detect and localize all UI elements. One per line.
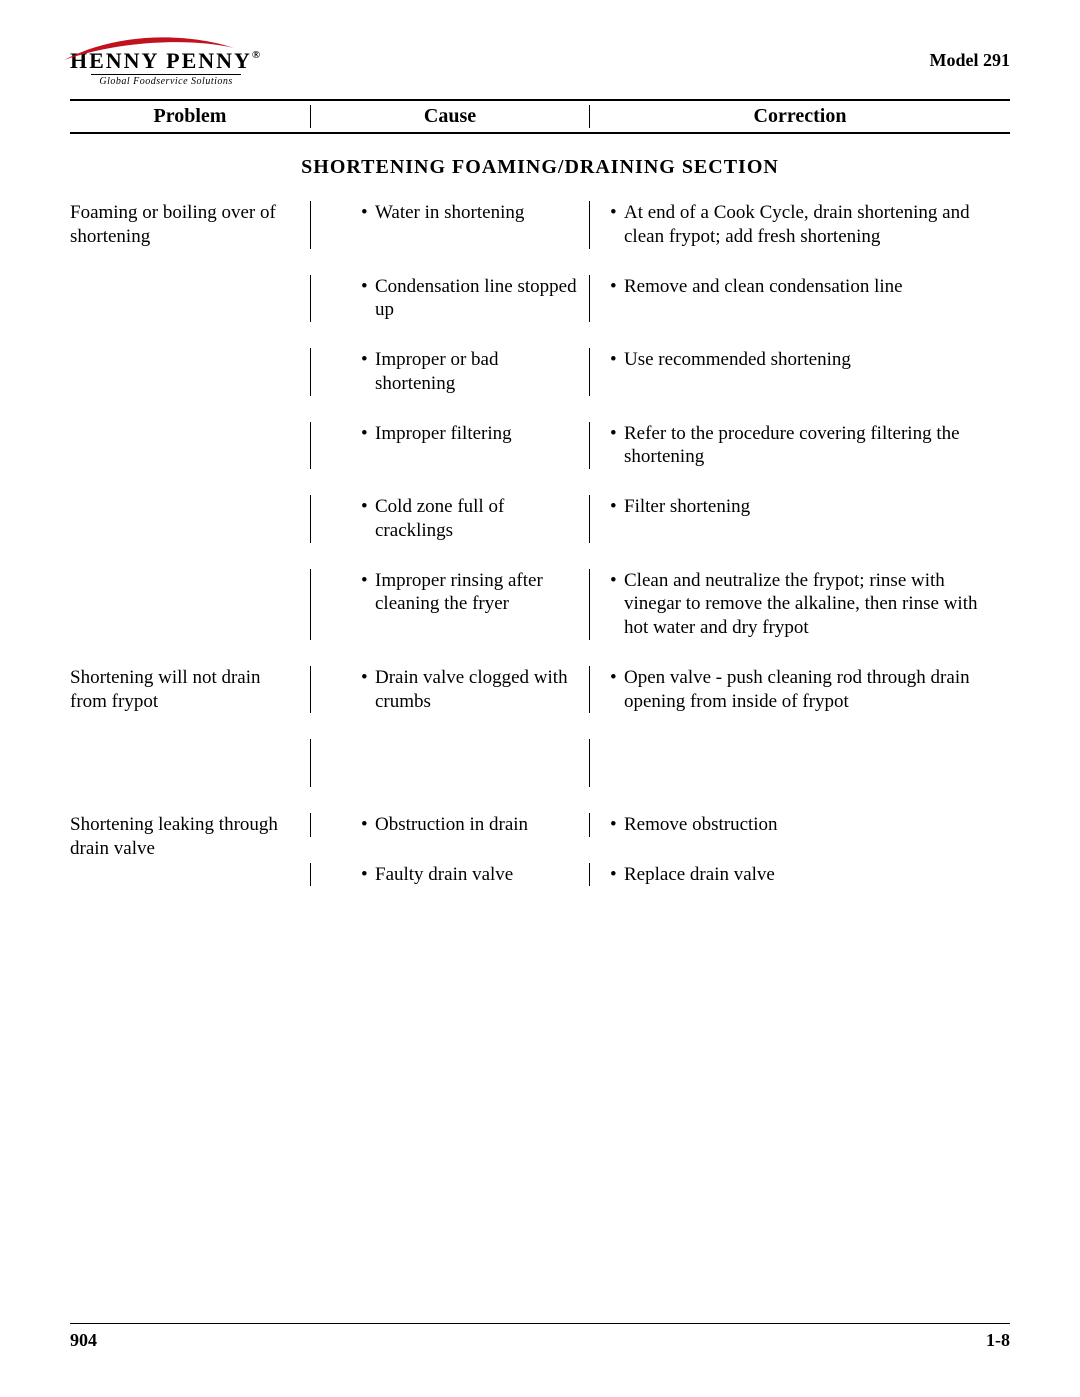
problem-cell: Shortening leaking through drain valve [70, 813, 310, 913]
cause-correction-row: •Water in shortening•At end of a Cook Cy… [310, 201, 1010, 249]
cause-cell: •Faulty drain valve [310, 863, 590, 887]
cause-cell: •Drain valve clogged with crumbs [310, 666, 590, 714]
header-row: HENNY PENNY® Global Foodservice Solution… [70, 40, 1010, 87]
correction-cell: •At end of a Cook Cycle, drain shortenin… [590, 201, 1010, 249]
cause-correction-row: •Improper rinsing after cleaning the fry… [310, 569, 1010, 640]
cause-correction-wrap: •Obstruction in drain•Remove obstruction… [310, 813, 1010, 913]
problem-block: Foaming or boiling over of shortening•Wa… [70, 201, 1010, 666]
section-title: SHORTENING FOAMING/DRAINING SECTION [70, 134, 1010, 201]
correction-cell: •Remove and clean condensation line [590, 275, 1010, 323]
cause-correction-row: •Cold zone full of cracklings•Filter sho… [310, 495, 1010, 543]
problem-cell: Shortening will not drain from frypot [70, 666, 310, 813]
cause-cell: •Improper rinsing after cleaning the fry… [310, 569, 590, 640]
cause-correction-wrap: •Water in shortening•At end of a Cook Cy… [310, 201, 1010, 666]
cause-cell: •Obstruction in drain [310, 813, 590, 837]
correction-cell: •Remove obstruction [590, 813, 1010, 837]
correction-cell: •Refer to the procedure covering filteri… [590, 422, 1010, 470]
cause-cell: •Improper or bad shortening [310, 348, 590, 396]
troubleshoot-table: Foaming or boiling over of shortening•Wa… [70, 201, 1010, 912]
cause-correction-row: •Obstruction in drain•Remove obstruction [310, 813, 1010, 837]
problem-cell: Foaming or boiling over of shortening [70, 201, 310, 666]
brand-name: HENNY PENNY® [70, 40, 262, 72]
correction-cell: •Filter shortening [590, 495, 1010, 543]
cause-cell: •Water in shortening [310, 201, 590, 249]
spacing-row [310, 739, 1010, 787]
cause-cell: •Improper filtering [310, 422, 590, 470]
brand-name-text: HENNY PENNY [70, 48, 252, 73]
column-header-row: Problem Cause Correction [70, 99, 1010, 134]
model-label: Model 291 [930, 40, 1011, 71]
document-page: HENNY PENNY® Global Foodservice Solution… [0, 0, 1080, 1397]
problem-block: Shortening leaking through drain valve•O… [70, 813, 1010, 913]
brand-tagline: Global Foodservice Solutions [91, 74, 241, 87]
correction-cell: •Replace drain valve [590, 863, 1010, 887]
cause-correction-row: •Condensation line stopped up•Remove and… [310, 275, 1010, 323]
col-header-cause: Cause [310, 105, 590, 128]
cause-correction-row: •Faulty drain valve•Replace drain valve [310, 863, 1010, 887]
cause-cell: •Cold zone full of cracklings [310, 495, 590, 543]
col-header-problem: Problem [70, 105, 310, 128]
col-header-correction: Correction [590, 105, 1010, 128]
cause-cell: •Condensation line stopped up [310, 275, 590, 323]
footer-left: 904 [70, 1330, 97, 1351]
cause-correction-wrap: •Drain valve clogged with crumbs•Open va… [310, 666, 1010, 813]
registered-mark: ® [252, 49, 262, 61]
correction-cell: •Open valve - push cleaning rod through … [590, 666, 1010, 714]
footer-row: 904 1-8 [70, 1323, 1010, 1351]
correction-cell: •Use recommended shortening [590, 348, 1010, 396]
correction-cell: •Clean and neutralize the frypot; rinse … [590, 569, 1010, 640]
cause-correction-row: •Improper filtering•Refer to the procedu… [310, 422, 1010, 470]
cause-correction-row: •Improper or bad shortening•Use recommen… [310, 348, 1010, 396]
problem-block: Shortening will not drain from frypot•Dr… [70, 666, 1010, 813]
brand-logo: HENNY PENNY® Global Foodservice Solution… [70, 40, 262, 87]
footer-right: 1-8 [986, 1330, 1010, 1351]
cause-correction-row: •Drain valve clogged with crumbs•Open va… [310, 666, 1010, 714]
